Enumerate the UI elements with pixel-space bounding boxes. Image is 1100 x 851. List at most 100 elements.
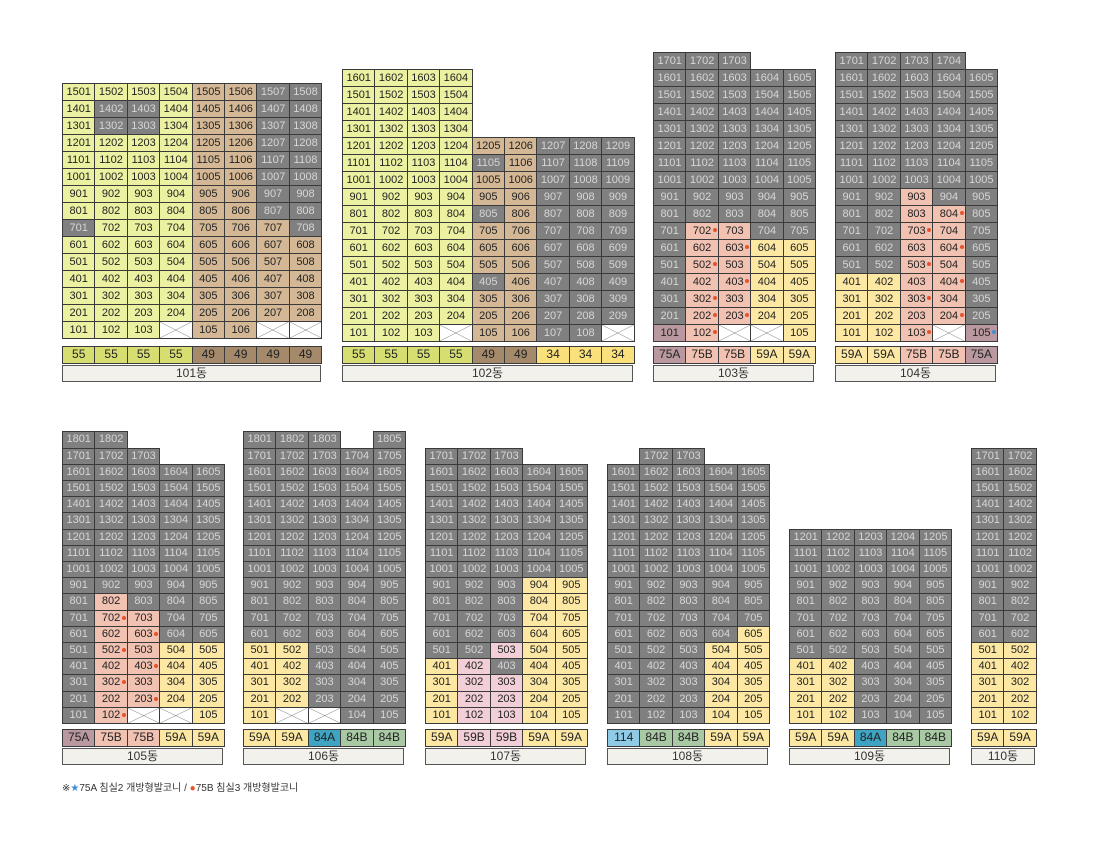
- unit-402: 402: [94, 658, 127, 675]
- unit-108: 108: [569, 324, 602, 342]
- unit-805: 805: [555, 593, 588, 610]
- unit-1602: 1602: [685, 69, 718, 87]
- type-label: 75B: [932, 346, 965, 364]
- unit-1301: 1301: [971, 512, 1004, 529]
- unit-1101: 1101: [653, 154, 686, 172]
- unit-1202: 1202: [685, 137, 718, 155]
- unit-507: 507: [256, 253, 289, 271]
- unit-1405: 1405: [192, 100, 225, 118]
- unit-404: 404: [340, 658, 373, 675]
- unit-1602: 1602: [94, 464, 127, 481]
- type-label: 49: [472, 346, 505, 364]
- unit-902: 902: [821, 577, 854, 594]
- unit-1602: 1602: [275, 464, 308, 481]
- unit-301: 301: [607, 674, 640, 691]
- unit-1103: 1103: [127, 545, 160, 562]
- unit-801: 801: [342, 205, 375, 223]
- unit-105: 105: [965, 324, 998, 342]
- unit-1105: 1105: [555, 545, 588, 562]
- unit-903: 903: [718, 188, 751, 206]
- unit-709: 709: [601, 222, 634, 240]
- unit-1301: 1301: [607, 512, 640, 529]
- unit-1204: 1204: [159, 134, 192, 152]
- unit-201: 201: [62, 691, 95, 708]
- unit-1504: 1504: [439, 86, 472, 104]
- unit-1001: 1001: [243, 561, 276, 578]
- type-label: 59A: [783, 346, 816, 364]
- unit-104: 104: [704, 707, 737, 724]
- unit-1408: 1408: [289, 100, 322, 118]
- unit-1201: 1201: [425, 529, 458, 546]
- unit-1402: 1402: [374, 103, 407, 121]
- unit-106: 106: [504, 324, 537, 342]
- unit-1204: 1204: [704, 529, 737, 546]
- unit-702: 702: [94, 219, 127, 237]
- unit-1703: 1703: [718, 52, 751, 70]
- unit-803: 803: [407, 205, 440, 223]
- type-label: 75B: [718, 346, 751, 364]
- unit-205: 205: [373, 691, 406, 708]
- unit-1502: 1502: [1003, 480, 1036, 497]
- unit-802: 802: [94, 593, 127, 610]
- dot-marker-icon: [713, 228, 717, 232]
- unit-903: 903: [900, 188, 933, 206]
- unit-1505: 1505: [192, 83, 225, 101]
- unit-101: 101: [243, 707, 276, 724]
- unit-403: 403: [672, 658, 705, 675]
- unit-802: 802: [275, 593, 308, 610]
- unit-703: 703: [407, 222, 440, 240]
- unit-508: 508: [289, 253, 322, 271]
- unit-501: 501: [62, 253, 95, 271]
- unit-704: 704: [750, 222, 783, 240]
- unit-609: 609: [601, 239, 634, 257]
- type-label: 84B: [639, 729, 672, 747]
- unit-102: 102: [867, 324, 900, 342]
- type-label: 59A: [737, 729, 770, 747]
- unit-1306: 1306: [224, 117, 257, 135]
- unit-405: 405: [555, 658, 588, 675]
- unit-802: 802: [94, 202, 127, 220]
- unit-1403: 1403: [900, 103, 933, 121]
- unit-1209: 1209: [601, 137, 634, 155]
- unit-1204: 1204: [522, 529, 555, 546]
- unit-708: 708: [289, 219, 322, 237]
- legend: ※★75A 침실2 개방형발코니 / ●75B 침실3 개방형발코니: [62, 779, 298, 794]
- unit-302: 302: [685, 290, 718, 308]
- unit-1009: 1009: [601, 171, 634, 189]
- unit-1001: 1001: [971, 561, 1004, 578]
- unit-802: 802: [685, 205, 718, 223]
- unit-1002: 1002: [867, 171, 900, 189]
- unit-602: 602: [639, 626, 672, 643]
- unit-102: 102: [1003, 707, 1036, 724]
- unit-1704: 1704: [932, 52, 965, 70]
- unit-301: 301: [342, 290, 375, 308]
- unit-1404: 1404: [750, 103, 783, 121]
- unit-602: 602: [821, 626, 854, 643]
- unit-304: 304: [340, 674, 373, 691]
- unit-106: 106: [224, 321, 257, 339]
- unit-804: 804: [522, 593, 555, 610]
- unit-401: 401: [789, 658, 822, 675]
- unit-903: 903: [672, 577, 705, 594]
- unit-1102: 1102: [374, 154, 407, 172]
- unit-none: [127, 707, 160, 724]
- unit-904: 904: [886, 577, 919, 594]
- type-label: 75B: [94, 729, 127, 747]
- unit-801: 801: [243, 593, 276, 610]
- unit-none: [601, 324, 634, 342]
- unit-405: 405: [192, 658, 225, 675]
- unit-1003: 1003: [854, 561, 887, 578]
- cross-mark-icon: [751, 325, 782, 341]
- unit-805: 805: [737, 593, 770, 610]
- unit-1203: 1203: [854, 529, 887, 546]
- unit-1703: 1703: [127, 448, 160, 465]
- type-label: 75A: [653, 346, 686, 364]
- unit-804: 804: [340, 593, 373, 610]
- unit-302: 302: [275, 674, 308, 691]
- unit-203: 203: [127, 304, 160, 322]
- unit-404: 404: [522, 658, 555, 675]
- unit-606: 606: [224, 236, 257, 254]
- unit-208: 208: [569, 307, 602, 325]
- unit-603: 603: [672, 626, 705, 643]
- unit-603: 603: [718, 239, 751, 257]
